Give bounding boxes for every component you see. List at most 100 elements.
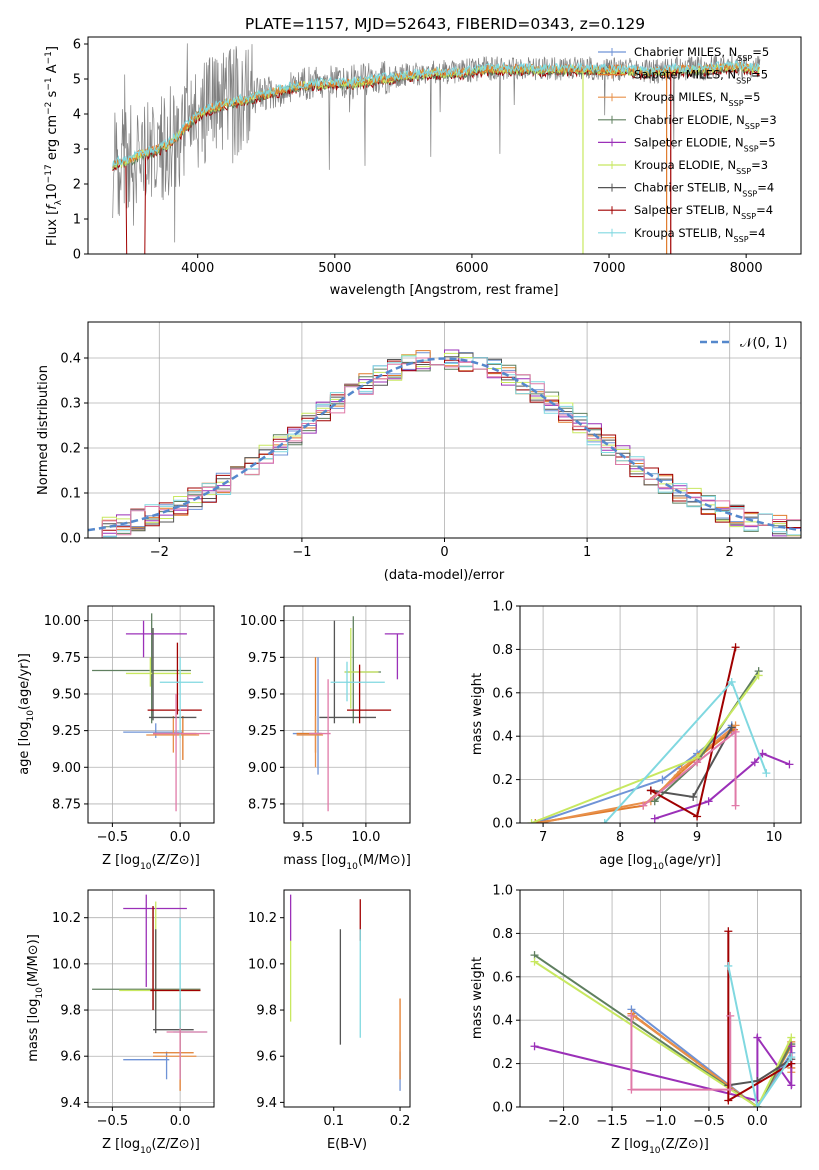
error-bar-point <box>148 627 197 721</box>
y-tick-label: 9.25 <box>52 724 81 739</box>
y-tick-label: 0.4 <box>492 730 513 745</box>
legend-label: Kroupa MILES, NSSP=5 <box>634 90 760 108</box>
error-bar-point <box>153 929 194 1034</box>
legend-label: Kroupa ELODIE, NSSP=3 <box>634 158 768 176</box>
x-axis-label: age [log10(age/yr)] <box>599 853 721 872</box>
weight-point-marker <box>704 797 713 806</box>
axes-frame <box>87 36 802 255</box>
weight-point-marker <box>527 819 536 823</box>
y-tick-label: 1.0 <box>492 600 513 615</box>
y-tick-label: 10.2 <box>52 911 81 926</box>
x-tick-label: 1 <box>583 545 591 560</box>
y-tick-label: 0.3 <box>60 397 81 412</box>
weight-point-marker <box>754 671 763 680</box>
y-axis-label: Flux [fλ10−17 erg cm−2 s−1 A−1] <box>44 46 64 246</box>
y-tick-label: 1.0 <box>492 884 513 899</box>
weight-point-marker <box>646 786 655 795</box>
axes-frame <box>519 605 802 824</box>
x-tick-label: 9 <box>693 830 701 845</box>
weight-point-marker <box>627 1085 636 1094</box>
weight-point-marker <box>787 1081 796 1090</box>
weight-point-marker <box>750 758 759 767</box>
legend-label: Chabrier MILES, NSSP=5 <box>634 45 769 63</box>
y-axis-label: mass weight <box>470 673 485 755</box>
data-layer <box>88 349 801 538</box>
y-tick-label: 10.0 <box>52 957 81 972</box>
weight-point-marker <box>600 819 609 823</box>
data-layer <box>292 616 404 812</box>
x-tick-label: 7000 <box>592 261 625 276</box>
data-layer <box>289 894 401 1091</box>
x-axis-label: (data-model)/error <box>384 568 505 583</box>
weight-point-marker <box>753 1103 762 1107</box>
residual-legend: 𝒩(0, 1) <box>700 336 787 351</box>
x-axis-label: E(B-V) <box>327 1137 367 1152</box>
weight-point-marker <box>762 769 771 778</box>
error-bar-point <box>123 894 187 987</box>
legend-label: Salpeter STELIB, NSSP=4 <box>634 203 773 221</box>
x-tick-label: −1.5 <box>596 1114 628 1129</box>
weight-series-line <box>533 960 793 1107</box>
y-tick-label: 0.4 <box>60 352 81 367</box>
x-tick-label: 0.0 <box>170 1114 191 1129</box>
axes-frame <box>283 889 411 1108</box>
mass-vs-extinction-panel: 0.1 0.2 9.4 9.6 9.8 10.0 10.2 E(B-V) <box>248 889 411 1152</box>
legend-label: Salpeter MILES, NSSP=5 <box>634 68 768 86</box>
error-bar-point <box>384 633 404 680</box>
residual-histogram-step <box>101 355 801 538</box>
legend-label: Salpeter ELODIE, NSSP=5 <box>634 135 776 153</box>
figure-title: PLATE=1157, MJD=52643, FIBERID=0343, z=0… <box>245 15 645 33</box>
data-layer <box>530 927 796 1107</box>
y-tick-label: 0.0 <box>492 1101 513 1116</box>
x-axis-label: Z [log10(Z/Z⊙)] <box>102 1137 200 1156</box>
axes-frame <box>87 889 215 1108</box>
legend-label: 𝒩(0, 1) <box>740 336 787 351</box>
y-tick-label: 4 <box>73 108 81 123</box>
y-tick-label: 10.00 <box>44 614 81 629</box>
y-tick-label: 0.2 <box>492 773 513 788</box>
x-tick-label: −0.5 <box>97 830 129 845</box>
data-layer <box>92 894 208 1091</box>
gaussian-reference-curve <box>88 357 801 532</box>
x-tick-label: −2.0 <box>548 1114 580 1129</box>
error-bar-point <box>344 627 379 709</box>
error-bar-point <box>92 613 191 724</box>
weight-vs-age-panel: 7 8 9 10 0.0 0.2 0.4 0.6 0.8 1.0 age [log10(age/yr… <box>470 600 802 872</box>
x-tick-label: 0 <box>440 545 448 560</box>
weight-point-marker <box>639 801 648 810</box>
x-tick-label: 10.0 <box>351 830 380 845</box>
weight-point-marker <box>727 677 736 686</box>
y-tick-label: 9.00 <box>52 761 81 776</box>
weight-point-marker <box>753 1033 762 1042</box>
plot-area <box>88 890 214 1107</box>
residual-histogram-step <box>101 357 801 538</box>
weight-point-marker <box>785 760 794 769</box>
y-tick-label: 10.0 <box>248 957 277 972</box>
y-tick-label: 0 <box>73 248 81 263</box>
y-tick-label: 0.1 <box>60 487 81 502</box>
x-tick-label: −0.5 <box>97 1114 129 1129</box>
y-tick-label: 0.0 <box>492 817 513 832</box>
error-bar-point <box>125 620 187 658</box>
weight-point-marker <box>724 1096 733 1105</box>
y-tick-label: 0.2 <box>492 1057 513 1072</box>
x-tick-label: 4000 <box>181 261 214 276</box>
y-tick-label: 9.8 <box>256 1004 277 1019</box>
plot-area <box>284 890 410 1107</box>
weight-point-marker <box>689 792 698 801</box>
age-vs-mass-panel: 9.5 10.0 8.75 9.00 9.25 9.50 9.75 10.00 mass [lo… <box>240 605 411 872</box>
y-tick-label: 9.75 <box>52 651 81 666</box>
y-tick-label: 0.8 <box>492 643 513 658</box>
x-tick-label: 0.0 <box>170 830 191 845</box>
error-bar-point <box>309 679 331 812</box>
data-layer <box>92 613 210 812</box>
y-tick-label: 9.50 <box>248 687 277 702</box>
y-tick-label: 2 <box>73 178 81 193</box>
weight-point-marker <box>731 801 740 810</box>
spectrum-panel: 4000 5000 6000 7000 8000 0 1 2 3 4 5 6 Chabrier MILE… <box>44 36 802 298</box>
grid-lines <box>284 606 410 823</box>
x-tick-label: −0.5 <box>693 1114 725 1129</box>
axes-frame <box>283 605 411 824</box>
error-bar-point <box>146 715 200 753</box>
y-tick-label: 0.0 <box>60 532 81 547</box>
